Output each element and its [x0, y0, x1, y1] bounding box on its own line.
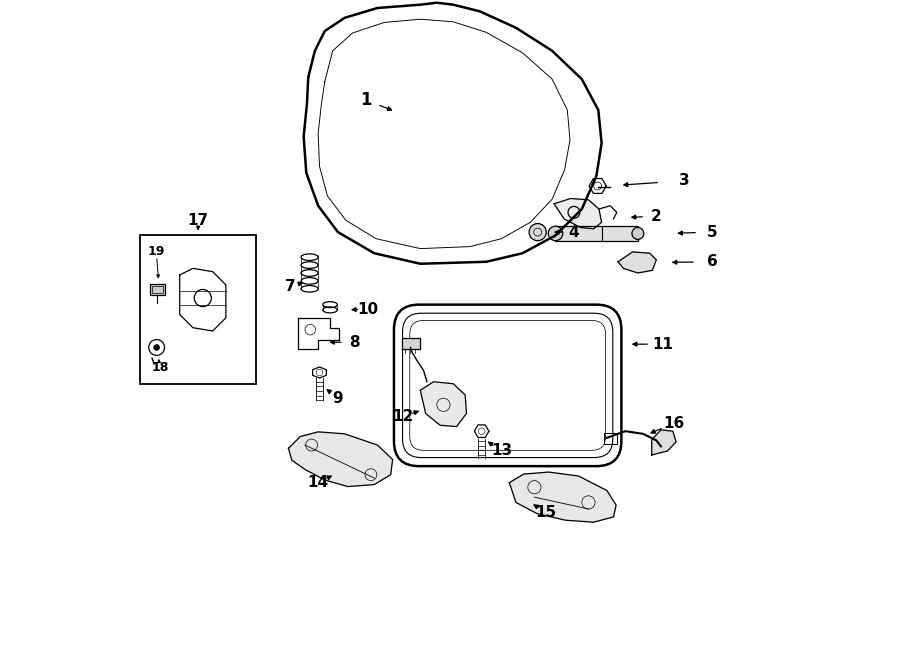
Text: 16: 16 [663, 416, 685, 431]
Text: 10: 10 [357, 302, 378, 316]
Text: 14: 14 [308, 475, 328, 490]
Text: 4: 4 [569, 224, 580, 240]
Text: 7: 7 [285, 279, 296, 294]
Text: 13: 13 [491, 444, 512, 459]
Bar [140, 236, 256, 384]
Circle shape [632, 228, 644, 240]
Text: 1: 1 [361, 91, 372, 109]
Text: 9: 9 [333, 391, 343, 406]
Text: 12: 12 [392, 409, 413, 424]
Text: 8: 8 [349, 335, 360, 350]
Bar [152, 286, 163, 293]
Text: 18: 18 [151, 361, 168, 374]
Circle shape [153, 344, 160, 351]
Polygon shape [652, 430, 676, 455]
Bar [604, 432, 617, 444]
Bar [555, 226, 638, 241]
Text: 5: 5 [707, 224, 717, 240]
Text: 15: 15 [536, 505, 557, 520]
Text: 19: 19 [148, 246, 166, 258]
Bar [402, 338, 420, 349]
Circle shape [548, 226, 562, 241]
Bar [150, 284, 165, 295]
Polygon shape [509, 472, 617, 522]
Polygon shape [289, 432, 392, 487]
Polygon shape [618, 252, 656, 273]
Polygon shape [420, 382, 466, 426]
Polygon shape [554, 199, 601, 229]
Text: 6: 6 [707, 254, 717, 269]
Text: 3: 3 [680, 173, 690, 188]
Text: 17: 17 [187, 213, 209, 228]
Circle shape [529, 224, 546, 241]
Text: 2: 2 [651, 209, 661, 224]
Text: 11: 11 [652, 337, 673, 352]
